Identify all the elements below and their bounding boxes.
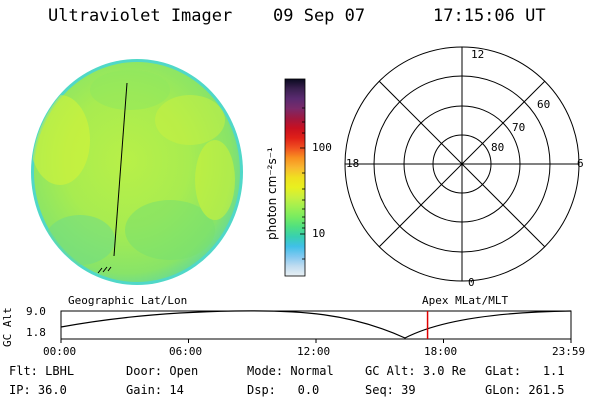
info-gc-alt-value: 3.0 Re: [422, 364, 467, 378]
info-seq: Seq: 39: [365, 383, 416, 397]
timeline-plot: [60, 310, 572, 343]
date-label: 09 Sep 07: [273, 6, 366, 26]
info-filter: Flt: LBHL: [9, 364, 75, 378]
colorbar-tick-100: 100: [312, 141, 332, 154]
polar-label-6: 6: [577, 157, 584, 170]
info-door-value: Open: [169, 364, 199, 378]
info-glon: GLon: 261.5: [485, 383, 565, 397]
info-gain-value: 14: [169, 383, 184, 397]
x-tick-1200: 12:00: [297, 345, 331, 358]
x-tick-0000: 00:00: [43, 345, 77, 358]
polar-lat-80: 80: [491, 141, 505, 154]
altitude-curve: [60, 310, 572, 339]
info-glon-value: 261.5: [528, 383, 565, 397]
x-tick-0600: 06:00: [169, 345, 203, 358]
time-label: 17:15:06 UT: [433, 6, 546, 26]
info-ip: IP: 36.0: [9, 383, 67, 397]
x-tick-1800: 18:00: [424, 345, 458, 358]
colorbar: [284, 78, 306, 277]
info-ip-value: 36.0: [37, 383, 67, 397]
polar-grid: [344, 46, 580, 282]
polar-lat-60: 60: [537, 98, 551, 111]
uv-earth-image: [31, 59, 243, 285]
colorbar-tick-10: 10: [312, 227, 326, 240]
info-mode: Mode: Normal: [247, 364, 334, 378]
timeline-right-title: Apex MLat/MLT: [422, 294, 509, 307]
info-glat: GLat: 1.1: [485, 364, 565, 378]
info-seq-value: 39: [401, 383, 416, 397]
timeline-y-min: 1.8: [26, 326, 46, 339]
timeline-left-title: Geographic Lat/Lon: [68, 294, 188, 307]
terminator-line: [113, 82, 128, 257]
info-door: Door: Open: [126, 364, 199, 378]
info-gain: Gain: 14: [126, 383, 184, 397]
polar-label-12: 12: [471, 48, 485, 61]
timeline-y-label: GC Alt: [1, 307, 14, 347]
polar-lat-70: 70: [512, 121, 526, 134]
info-filter-value: LBHL: [45, 364, 75, 378]
colorbar-unit-label: photon cm⁻²s⁻¹: [265, 147, 279, 240]
info-dsp-value: 0.0: [297, 383, 320, 397]
timeline-y-max: 9.0: [26, 305, 46, 318]
app-title: Ultraviolet Imager: [48, 6, 233, 26]
info-gc-alt: GC Alt: 3.0 Re: [365, 364, 467, 378]
scan-marks: [97, 266, 112, 274]
polar-label-0: 0: [468, 276, 475, 289]
polar-label-18: 18: [346, 157, 360, 170]
x-tick-2359: 23:59: [552, 345, 586, 358]
info-dsp: Dsp: 0.0: [247, 383, 320, 397]
info-glat-value: 1.1: [542, 364, 565, 378]
info-mode-value: Normal: [290, 364, 334, 378]
